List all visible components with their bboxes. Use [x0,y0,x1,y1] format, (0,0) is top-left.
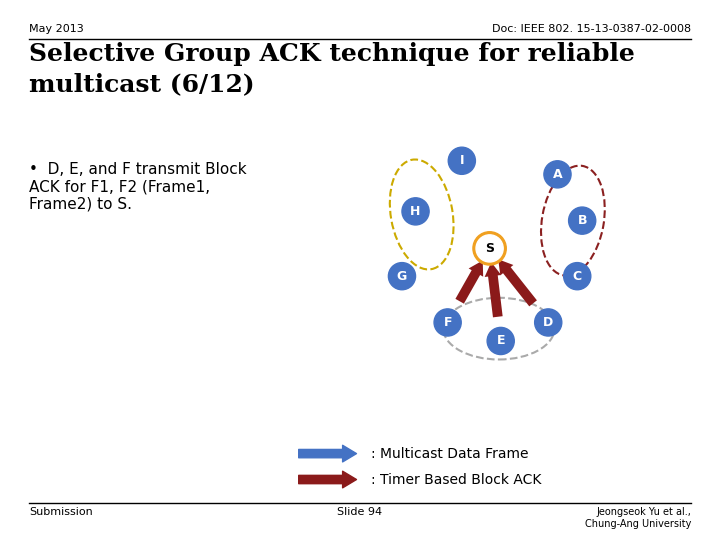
Text: E: E [497,334,505,347]
Text: C: C [572,269,582,282]
Text: May 2013: May 2013 [29,24,84,35]
Circle shape [473,232,506,265]
Text: : Multicast Data Frame: : Multicast Data Frame [372,447,528,461]
Circle shape [564,262,591,290]
FancyArrowPatch shape [498,259,537,306]
Circle shape [388,262,415,290]
FancyArrowPatch shape [456,260,483,303]
FancyArrowPatch shape [299,446,356,462]
Text: F: F [444,316,452,329]
Text: G: G [397,269,407,282]
Text: Doc: IEEE 802. 15-13-0387-02-0008: Doc: IEEE 802. 15-13-0387-02-0008 [492,24,691,35]
Text: S: S [485,242,494,255]
Circle shape [434,309,462,336]
Text: •  D, E, and F transmit Block
ACK for F1, F2 (Frame1,
Frame2) to S.: • D, E, and F transmit Block ACK for F1,… [29,162,246,212]
Text: D: D [543,316,554,329]
FancyArrowPatch shape [299,471,356,488]
Circle shape [535,309,562,336]
Circle shape [569,207,595,234]
Text: A: A [553,168,562,181]
Text: Submission: Submission [29,507,93,517]
Circle shape [402,198,429,225]
Text: Selective Group ACK technique for reliable
multicast (6/12): Selective Group ACK technique for reliab… [29,42,634,96]
Circle shape [476,235,503,262]
Text: H: H [410,205,420,218]
Text: : Timer Based Block ACK: : Timer Based Block ACK [372,472,541,487]
Text: B: B [577,214,587,227]
Circle shape [449,147,475,174]
Circle shape [487,327,514,355]
FancyArrowPatch shape [485,262,503,318]
Text: Jeongseok Yu et al.,
Chung-Ang University: Jeongseok Yu et al., Chung-Ang Universit… [585,507,691,529]
Text: I: I [459,154,464,167]
Circle shape [544,161,571,188]
Text: Slide 94: Slide 94 [338,507,382,517]
